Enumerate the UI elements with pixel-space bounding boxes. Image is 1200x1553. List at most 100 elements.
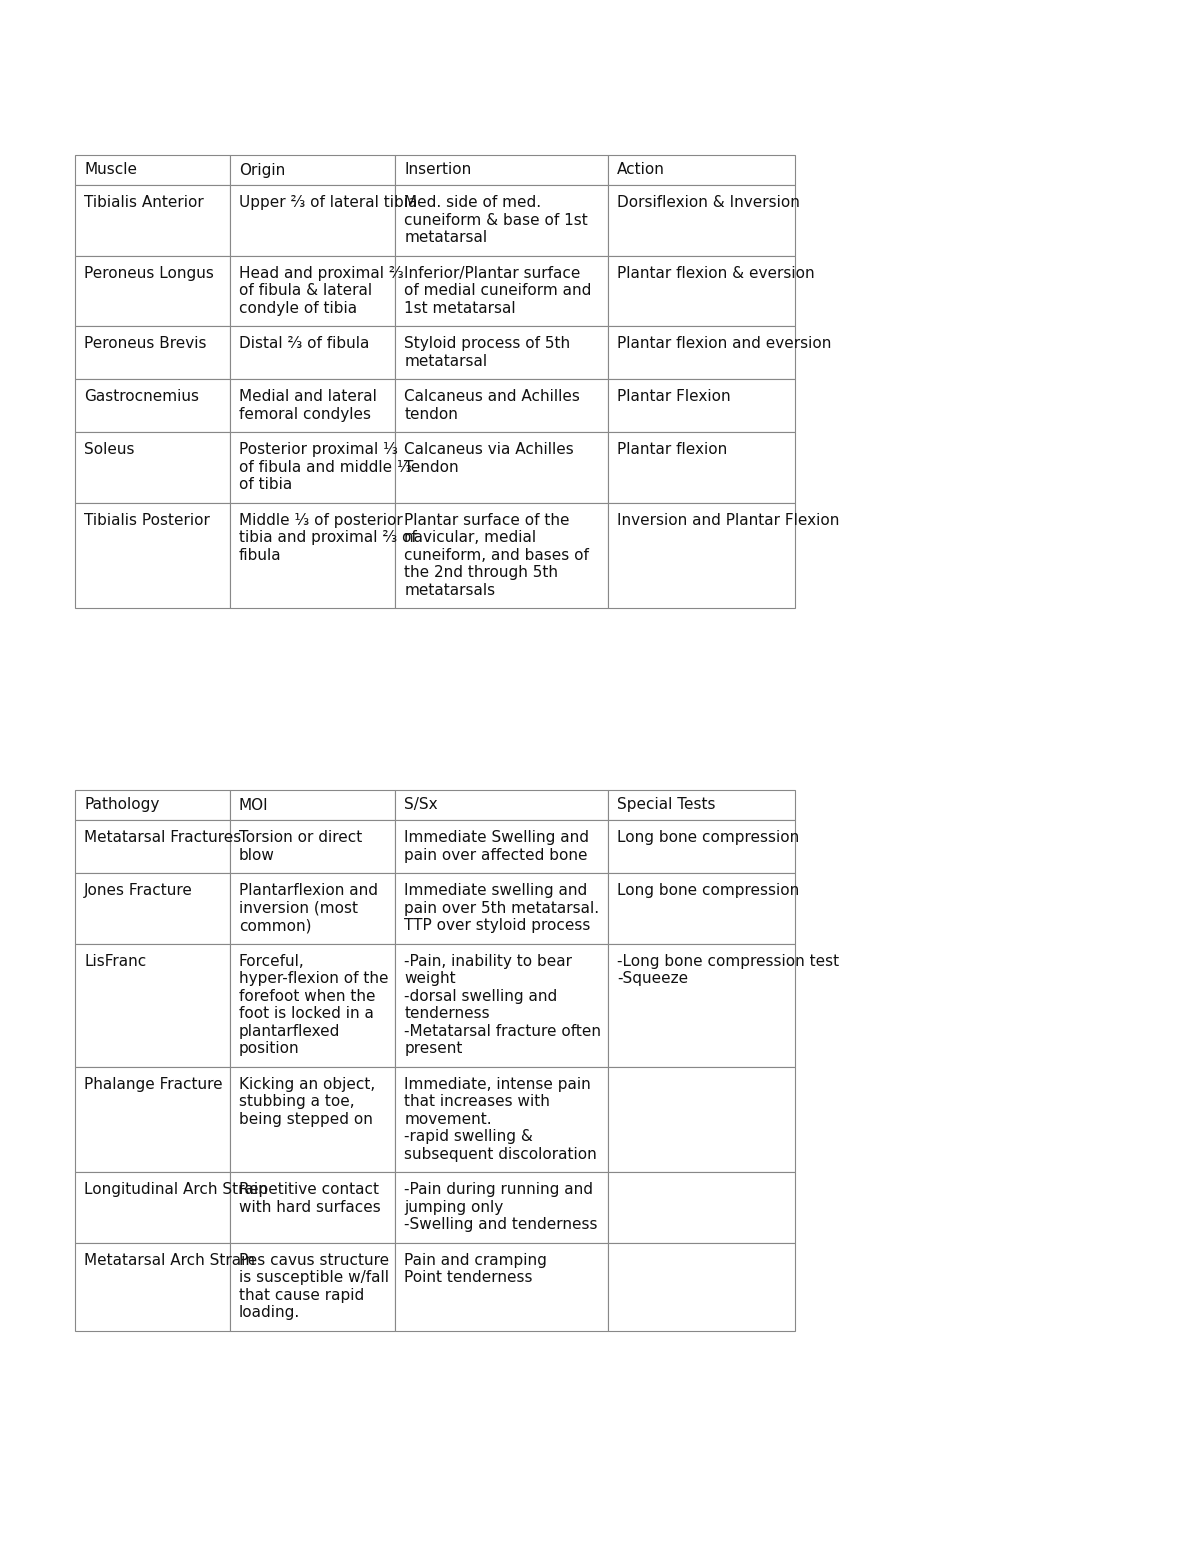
Bar <box>74 379 230 432</box>
Text: Insertion: Insertion <box>404 163 472 177</box>
Text: fibula: fibula <box>239 548 282 562</box>
Text: Longitudinal Arch Strain: Longitudinal Arch Strain <box>84 1182 268 1197</box>
Bar <box>396 185 607 256</box>
Text: of tibia: of tibia <box>239 477 292 492</box>
Bar <box>74 326 230 379</box>
Text: Pain and cramping: Pain and cramping <box>404 1253 547 1267</box>
Text: Med. side of med.: Med. side of med. <box>404 196 541 210</box>
Text: position: position <box>239 1041 300 1056</box>
Bar <box>74 432 230 503</box>
Text: Plantar flexion: Plantar flexion <box>617 443 727 457</box>
Bar <box>230 1242 396 1331</box>
Text: Plantar Flexion: Plantar Flexion <box>617 390 731 404</box>
Bar <box>396 944 607 1067</box>
Text: tendon: tendon <box>404 407 458 421</box>
Bar <box>74 256 230 326</box>
Text: Long bone compression: Long bone compression <box>617 884 799 898</box>
Text: movement.: movement. <box>404 1112 492 1126</box>
Text: of medial cuneiform and: of medial cuneiform and <box>404 283 592 298</box>
Text: femoral condyles: femoral condyles <box>239 407 371 421</box>
Bar <box>230 944 396 1067</box>
Text: -Swelling and tenderness: -Swelling and tenderness <box>404 1218 598 1232</box>
Bar <box>74 185 230 256</box>
Bar <box>74 1173 230 1242</box>
Text: Styloid process of 5th: Styloid process of 5th <box>404 335 570 351</box>
Bar <box>74 944 230 1067</box>
Text: S/Sx: S/Sx <box>404 798 438 812</box>
Bar <box>230 820 396 873</box>
Text: Peroneus Longus: Peroneus Longus <box>84 266 214 281</box>
Text: Tendon: Tendon <box>404 460 460 475</box>
Bar <box>74 503 230 609</box>
Text: -Long bone compression test: -Long bone compression test <box>617 954 839 969</box>
Text: of fibula and middle ⅓: of fibula and middle ⅓ <box>239 460 412 475</box>
Bar <box>607 503 796 609</box>
Text: is susceptible w/fall: is susceptible w/fall <box>239 1270 389 1286</box>
Text: 1st metatarsal: 1st metatarsal <box>404 301 516 315</box>
Text: Forceful,: Forceful, <box>239 954 305 969</box>
Text: forefoot when the: forefoot when the <box>239 989 376 1003</box>
Text: Metatarsal Arch Strain: Metatarsal Arch Strain <box>84 1253 256 1267</box>
Bar <box>607 820 796 873</box>
Bar <box>230 1067 396 1173</box>
Text: Jones Fracture: Jones Fracture <box>84 884 193 898</box>
Text: Middle ⅓ of posterior: Middle ⅓ of posterior <box>239 512 402 528</box>
Text: tenderness: tenderness <box>404 1006 490 1022</box>
Text: Torsion or direct: Torsion or direct <box>239 831 362 845</box>
Bar <box>396 379 607 432</box>
Text: that increases with: that increases with <box>404 1095 551 1109</box>
Bar <box>230 326 396 379</box>
Text: Gastrocnemius: Gastrocnemius <box>84 390 199 404</box>
Text: Immediate, intense pain: Immediate, intense pain <box>404 1076 592 1092</box>
Text: Calcaneus via Achilles: Calcaneus via Achilles <box>404 443 574 457</box>
Text: Muscle: Muscle <box>84 163 137 177</box>
Text: Origin: Origin <box>239 163 286 177</box>
Text: Long bone compression: Long bone compression <box>617 831 799 845</box>
Text: Head and proximal ⅔: Head and proximal ⅔ <box>239 266 403 281</box>
Text: of fibula & lateral: of fibula & lateral <box>239 283 372 298</box>
Bar <box>396 155 607 185</box>
Bar <box>607 790 796 820</box>
Text: -Pain, inability to bear: -Pain, inability to bear <box>404 954 572 969</box>
Bar <box>607 873 796 944</box>
Text: Tibialis Posterior: Tibialis Posterior <box>84 512 210 528</box>
Bar <box>230 185 396 256</box>
Bar <box>230 503 396 609</box>
Text: pain over affected bone: pain over affected bone <box>404 848 588 862</box>
Text: Point tenderness: Point tenderness <box>404 1270 533 1286</box>
Text: condyle of tibia: condyle of tibia <box>239 301 356 315</box>
Bar <box>396 790 607 820</box>
Text: Immediate Swelling and: Immediate Swelling and <box>404 831 589 845</box>
Bar <box>396 1173 607 1242</box>
Text: the 2nd through 5th: the 2nd through 5th <box>404 565 558 581</box>
Text: Inferior/Plantar surface: Inferior/Plantar surface <box>404 266 581 281</box>
Text: Distal ⅔ of fibula: Distal ⅔ of fibula <box>239 335 370 351</box>
Text: Pathology: Pathology <box>84 798 160 812</box>
Text: Action: Action <box>617 163 665 177</box>
Text: Plantarflexion and: Plantarflexion and <box>239 884 378 898</box>
Bar <box>230 379 396 432</box>
Bar <box>230 1173 396 1242</box>
Text: -Pain during running and: -Pain during running and <box>404 1182 593 1197</box>
Bar <box>230 256 396 326</box>
Text: Immediate swelling and: Immediate swelling and <box>404 884 588 898</box>
Text: LisFranc: LisFranc <box>84 954 146 969</box>
Text: Kicking an object,: Kicking an object, <box>239 1076 376 1092</box>
Text: plantarflexed: plantarflexed <box>239 1023 340 1039</box>
Bar <box>396 873 607 944</box>
Text: Special Tests: Special Tests <box>617 798 715 812</box>
Bar <box>74 873 230 944</box>
Text: being stepped on: being stepped on <box>239 1112 373 1126</box>
Bar <box>607 1067 796 1173</box>
Text: Upper ⅔ of lateral tibia: Upper ⅔ of lateral tibia <box>239 196 418 210</box>
Text: metatarsals: metatarsals <box>404 582 496 598</box>
Text: Metatarsal Fractures: Metatarsal Fractures <box>84 831 241 845</box>
Bar <box>396 326 607 379</box>
Text: foot is locked in a: foot is locked in a <box>239 1006 373 1022</box>
Bar <box>396 432 607 503</box>
Text: tibia and proximal ⅔ of: tibia and proximal ⅔ of <box>239 530 416 545</box>
Bar <box>607 326 796 379</box>
Text: subsequent discoloration: subsequent discoloration <box>404 1146 598 1162</box>
Text: -Metatarsal fracture often: -Metatarsal fracture often <box>404 1023 601 1039</box>
Text: present: present <box>404 1041 463 1056</box>
